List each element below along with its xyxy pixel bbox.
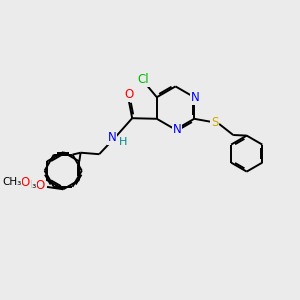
Text: O: O — [35, 179, 45, 192]
Text: N: N — [172, 123, 182, 136]
Text: CH₃: CH₃ — [2, 177, 21, 188]
Text: Cl: Cl — [137, 73, 149, 86]
Text: H: H — [119, 137, 128, 147]
Text: O: O — [124, 88, 133, 101]
Text: N: N — [108, 131, 116, 144]
Text: N: N — [191, 91, 200, 104]
Text: CH₃: CH₃ — [17, 180, 36, 190]
Text: O: O — [21, 176, 30, 189]
Text: S: S — [211, 116, 218, 129]
